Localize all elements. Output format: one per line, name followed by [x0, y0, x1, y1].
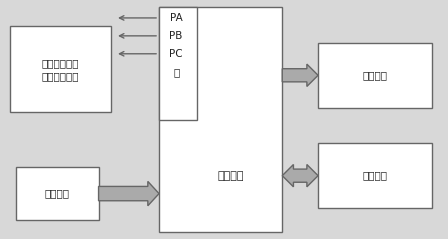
- Text: PC: PC: [169, 49, 183, 59]
- Text: 电源系统: 电源系统: [45, 189, 69, 199]
- Bar: [159, 7, 197, 120]
- Bar: [318, 43, 432, 108]
- Text: 键盘接口: 键盘接口: [363, 171, 388, 181]
- Bar: [16, 167, 99, 220]
- Polygon shape: [99, 181, 159, 206]
- Polygon shape: [282, 64, 318, 87]
- Text: 显示装置: 显示装置: [363, 70, 388, 80]
- Text: PA: PA: [170, 13, 182, 23]
- Text: 开关量、电源
中断控制输出: 开关量、电源 中断控制输出: [42, 58, 79, 81]
- Text: PB: PB: [169, 31, 183, 41]
- Text: 口: 口: [173, 67, 179, 77]
- Bar: [159, 7, 282, 232]
- Bar: [10, 26, 111, 112]
- Text: 微机装置: 微机装置: [217, 171, 244, 181]
- Polygon shape: [282, 164, 318, 187]
- Bar: [318, 143, 432, 208]
